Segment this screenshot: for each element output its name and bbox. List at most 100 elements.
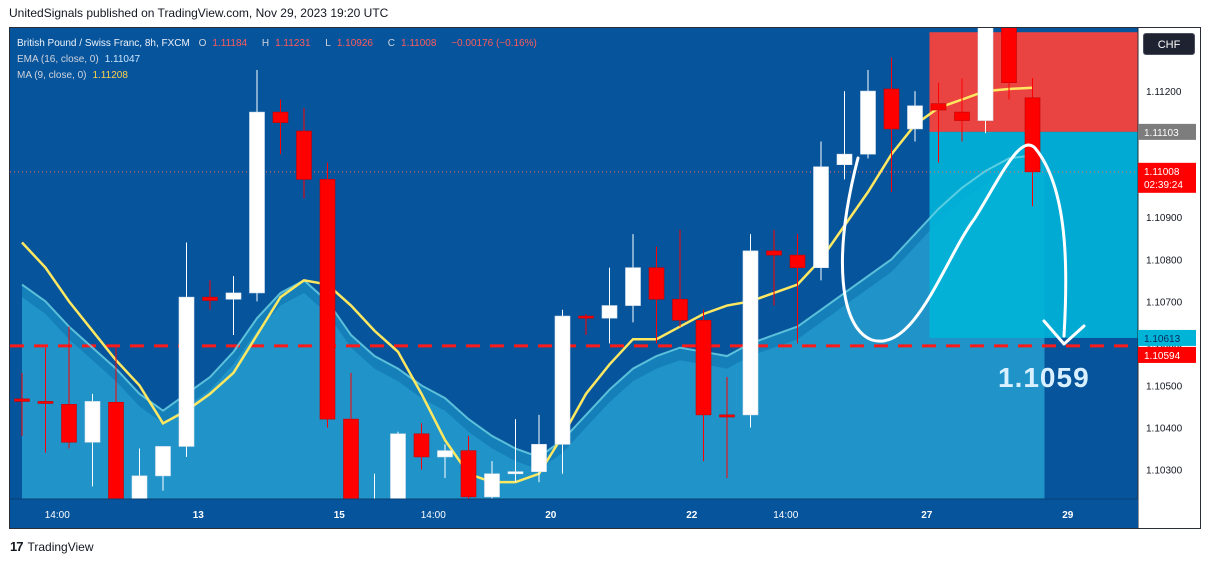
y-tick-label: 1.10300 <box>1146 466 1183 477</box>
candle-body <box>789 254 806 269</box>
forecast-arrow-path <box>840 143 1068 343</box>
candle <box>789 234 806 344</box>
ma-value: 1.11208 <box>92 70 128 81</box>
candle <box>742 234 759 428</box>
candle-body <box>860 90 876 155</box>
symbol-name: British Pound / Swiss Franc, 8h, FXCM <box>17 38 190 49</box>
tradingview-logo-icon[interactable]: 17 <box>10 539 24 554</box>
target-price-tag: 1.10613 <box>1144 334 1181 345</box>
candle <box>836 91 853 180</box>
candle-body <box>907 105 923 130</box>
candle-body <box>977 28 994 121</box>
candle <box>1024 78 1041 207</box>
candle-body <box>84 401 101 443</box>
ma-row: MA (9, close, 0) 1.11208 <box>17 68 543 84</box>
candle <box>648 246 665 344</box>
candle <box>695 309 712 462</box>
candle-body <box>1001 28 1017 83</box>
dashed-level-tag: 1.10594 <box>1144 351 1181 362</box>
candle-body <box>108 401 124 504</box>
candle <box>507 419 524 483</box>
ema-cloud-inner <box>22 168 1045 499</box>
candle-body <box>14 398 30 402</box>
candle <box>531 414 547 483</box>
candle <box>437 444 453 478</box>
x-tick-label: 22 <box>686 510 698 521</box>
candle <box>249 70 265 302</box>
ema-label: EMA (16, close, 0) <box>17 54 99 65</box>
candle <box>319 162 336 428</box>
candle-body <box>390 433 406 508</box>
close-label: C <box>387 38 396 49</box>
candle <box>813 141 829 281</box>
candle <box>907 91 923 142</box>
high-value: 1.11231 <box>275 38 311 49</box>
candle <box>883 57 900 193</box>
candle-body <box>836 153 853 165</box>
open-label: O <box>198 38 207 49</box>
candle-body <box>578 315 594 319</box>
open-value: 1.11184 <box>212 38 248 49</box>
candle-body <box>484 473 500 498</box>
candle-body <box>695 319 712 416</box>
candle-body <box>625 267 641 306</box>
currency-button[interactable]: CHF <box>1143 33 1195 55</box>
y-tick-label: 1.10500 <box>1146 381 1183 392</box>
candlestick-chart[interactable]: 1.103001.104001.105001.106001.107001.108… <box>10 28 1200 528</box>
x-tick-label: 29 <box>1062 510 1074 521</box>
candle-body <box>178 296 195 447</box>
x-tick-label: 27 <box>921 510 933 521</box>
candle <box>178 242 195 457</box>
candle-body <box>249 111 265 294</box>
candle-countdown: 02:39:24 <box>1144 180 1183 191</box>
candle <box>202 280 218 310</box>
change-value: −0.00176 (−0.16%) <box>451 38 537 49</box>
candle <box>413 423 430 470</box>
candle-body <box>954 111 970 121</box>
candle <box>84 393 101 487</box>
low-label: L <box>325 38 331 49</box>
dashed-level-tag-bg <box>1138 346 1196 363</box>
candle-body <box>460 450 477 498</box>
high-label: H <box>261 38 270 49</box>
candle-body <box>225 292 242 300</box>
candle-body <box>813 166 829 269</box>
candle-body <box>202 296 218 301</box>
candle-body <box>61 404 77 443</box>
candle-body <box>742 250 759 416</box>
candle-body <box>413 433 430 458</box>
candle-body <box>766 250 782 256</box>
chart-area[interactable]: 1.103001.104001.105001.106001.107001.108… <box>9 27 1201 529</box>
x-tick-label: 20 <box>545 510 557 521</box>
target-price-annotation: 1.1059 <box>998 362 1090 393</box>
entry-price-tag-bg <box>1138 123 1196 140</box>
forecast-arrow-head <box>1042 319 1086 346</box>
candle <box>225 276 242 335</box>
footer-brand-text[interactable]: TradingView <box>27 539 94 554</box>
candle <box>37 347 54 453</box>
x-tick-label: 13 <box>193 510 205 521</box>
candle <box>977 28 994 134</box>
candle-body <box>883 88 900 130</box>
candle <box>1001 28 1017 100</box>
candle <box>672 229 688 327</box>
candle <box>766 229 782 306</box>
candle-body <box>719 414 735 418</box>
candle-body <box>930 103 947 111</box>
close-price-tag-bg <box>1138 162 1196 193</box>
candle-body <box>343 418 359 512</box>
candle <box>554 309 571 474</box>
candle-body <box>131 475 148 500</box>
candle-body <box>37 401 54 404</box>
candle-body <box>531 444 547 472</box>
candle <box>625 234 641 323</box>
y-tick-label: 1.10400 <box>1146 424 1183 435</box>
candle <box>108 347 124 512</box>
ema-value: 1.11047 <box>104 54 141 65</box>
target-price-tag-bg <box>1138 329 1196 346</box>
candle-body <box>319 179 336 420</box>
close-price-tag: 1.11008 <box>1144 167 1180 178</box>
close-value: 1.11008 <box>401 38 437 49</box>
